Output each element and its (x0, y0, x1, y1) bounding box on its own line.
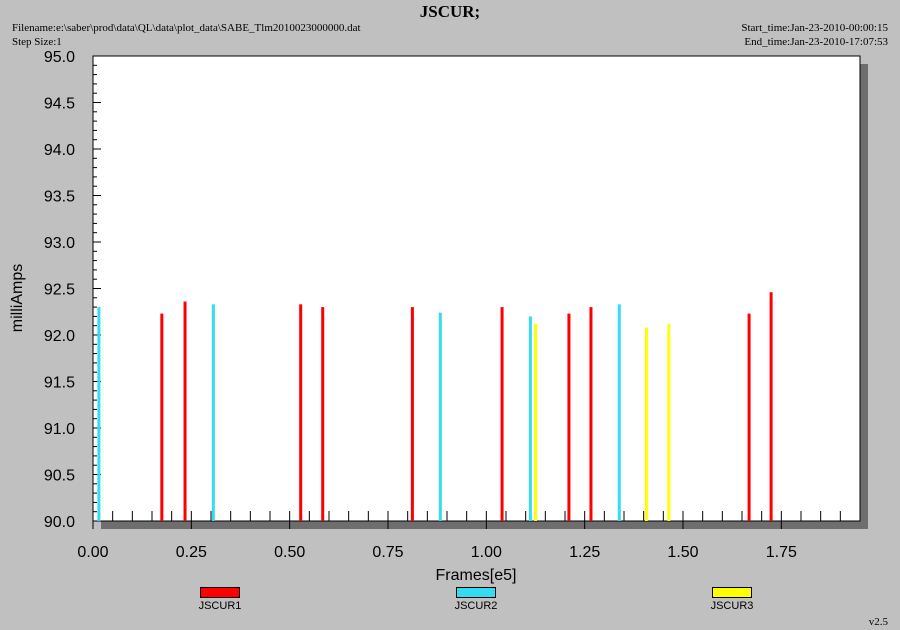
y-tick-label: 93.5 (44, 189, 75, 206)
y-tick-label: 92.5 (44, 282, 75, 299)
filename-label: Filename:e:\saber\prod\data\QL\data\plot… (12, 22, 361, 34)
y-tick-label: 94.5 (44, 96, 75, 113)
legend-swatch (456, 587, 496, 598)
x-tick-label: 1.25 (569, 544, 600, 561)
x-tick-label: 0.75 (372, 544, 403, 561)
version-label: v2.5 (868, 616, 888, 628)
y-tick-label: 95.0 (44, 49, 75, 66)
y-tick-label: 93.0 (44, 235, 75, 252)
x-tick-label: 0.25 (176, 544, 207, 561)
end-time-label: End_time:Jan-23-2010-17:07:53 (744, 36, 888, 48)
y-tick-label: 91.5 (44, 375, 75, 392)
bar-jscur2 (97, 307, 101, 521)
chart-title: JSCUR; (419, 2, 481, 21)
bar-jscur3 (534, 323, 537, 521)
y-tick-label: 91.0 (44, 421, 75, 438)
step-size-label: Step Size:1 (12, 36, 62, 48)
bar-jscur1 (160, 313, 164, 521)
bar-jscur2 (617, 304, 621, 521)
x-axis: 0.00 0.25 0.50 0.75 1.00 1.25 1.50 1.75 (77, 511, 841, 561)
legend-item-jscur1: JSCUR1 (190, 587, 250, 612)
bar-jscur1 (589, 307, 593, 521)
bar-jscur1 (500, 307, 504, 521)
bar-jscur1 (321, 307, 325, 521)
legend-item-jscur3: JSCUR3 (702, 587, 762, 612)
legend-label: JSCUR2 (454, 600, 498, 612)
y-tick-label: 90.0 (44, 514, 75, 531)
x-tick-label: 1.75 (766, 544, 797, 561)
bar-jscur2 (211, 304, 215, 521)
legend-label: JSCUR1 (198, 600, 242, 612)
bar-jscur3 (667, 323, 671, 521)
legend-swatch (200, 587, 240, 598)
y-tick-label: 90.5 (44, 468, 75, 485)
x-tick-label: 0.50 (274, 544, 305, 561)
plot-area (92, 55, 861, 522)
y-axis: 90.0 90.5 91.0 91.5 92.0 92.5 93.0 93.5 94.0 94.5… (44, 49, 101, 531)
x-tick-label: 1.50 (667, 544, 698, 561)
bar-jscur1 (747, 313, 751, 521)
bar-jscur1 (299, 304, 303, 521)
y-tick-label: 94.0 (44, 142, 75, 159)
bar-jscur2 (528, 316, 532, 521)
data-bars (97, 292, 773, 521)
bar-jscur1 (567, 313, 571, 521)
bar-jscur2 (438, 312, 442, 521)
y-tick-label: 92.0 (44, 328, 75, 345)
bar-jscur3 (644, 327, 648, 521)
bar-jscur1 (410, 307, 414, 521)
bar-jscur1 (769, 292, 773, 521)
legend-item-jscur2: JSCUR2 (446, 587, 506, 612)
x-tick-label: 1.00 (471, 544, 502, 561)
start-time-label: Start_time:Jan-23-2010-00:00:15 (741, 22, 888, 34)
legend-swatch (712, 587, 752, 598)
bar-jscur1 (183, 301, 187, 521)
x-axis-label: Frames[e5] (436, 567, 517, 584)
x-tick-label: 0.00 (77, 544, 108, 561)
legend-label: JSCUR3 (710, 600, 754, 612)
y-axis-label: milliAmps (9, 264, 26, 332)
